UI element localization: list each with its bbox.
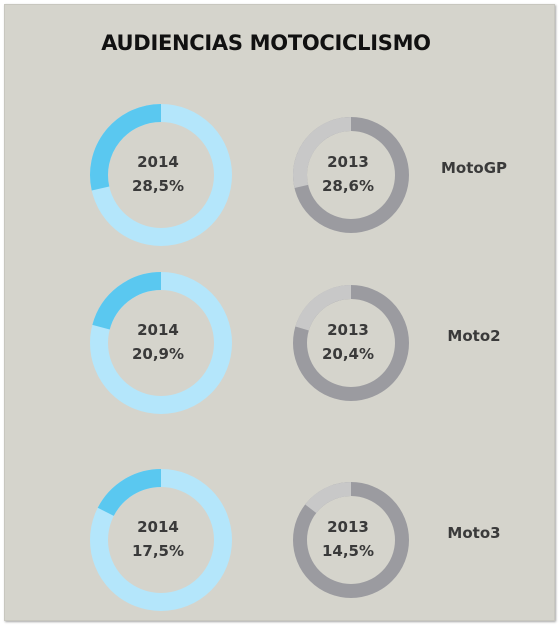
- chart-title: AUDIENCIAS MOTOCICLISMO: [101, 31, 430, 55]
- donut-value-arc-motogp-2014: [90, 104, 162, 191]
- donut-value-label-moto3-2014: 17,5%: [132, 542, 184, 560]
- donut-value-label-motogp-2013: 28,6%: [322, 177, 374, 195]
- donut-value-arc-moto2-2014: [92, 272, 162, 330]
- donut-year-label-moto2-2014: 2014: [137, 321, 179, 339]
- donut-value-label-motogp-2014: 28,5%: [132, 177, 184, 195]
- row-label-moto2: Moto2: [447, 327, 500, 345]
- donut-year-label-moto3-2014: 2014: [137, 518, 179, 536]
- donut-value-arc-moto2-2013: [295, 285, 352, 331]
- donut-year-label-motogp-2014: 2014: [137, 153, 179, 171]
- donut-value-arc-moto3-2014: [97, 469, 162, 517]
- donut-group: 2014 28,5% 2013 28,6% MotoGP 2014 20,9% 2013 20,…: [90, 104, 507, 611]
- donut-value-arc-motogp-2013: [293, 117, 352, 189]
- donut-year-label-motogp-2013: 2013: [327, 153, 369, 171]
- row-label-motogp: MotoGP: [441, 159, 507, 177]
- donut-value-arc-moto3-2013: [305, 482, 352, 514]
- donut-value-label-moto2-2013: 20,4%: [322, 345, 374, 363]
- donut-value-label-moto3-2013: 14,5%: [322, 542, 374, 560]
- donut-value-label-moto2-2014: 20,9%: [132, 345, 184, 363]
- donut-year-label-moto2-2013: 2013: [327, 321, 369, 339]
- donut-year-label-moto3-2013: 2013: [327, 518, 369, 536]
- row-label-moto3: Moto3: [447, 524, 500, 542]
